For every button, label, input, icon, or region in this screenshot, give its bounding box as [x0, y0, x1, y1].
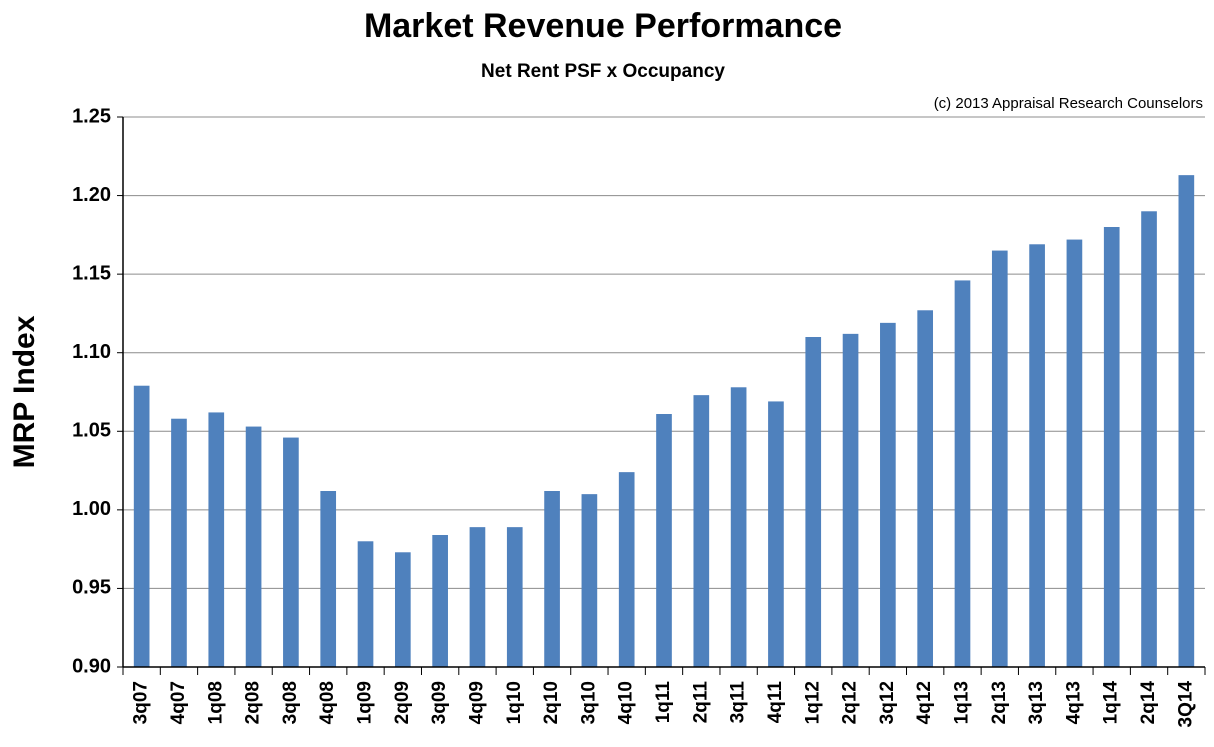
x-tick-label: 2q14: [1138, 681, 1159, 725]
x-tick-label: 2q08: [243, 681, 264, 724]
bar: [208, 412, 225, 667]
x-tick-label: 1q08: [205, 681, 226, 724]
y-tick-label: 0.95: [72, 577, 111, 599]
bar: [768, 401, 784, 667]
bar: [656, 414, 672, 667]
y-tick-label: 0.90: [72, 655, 111, 677]
y-tick-label: 1.20: [72, 184, 111, 206]
bar: [544, 491, 560, 667]
y-tick-label: 1.00: [72, 498, 111, 520]
x-tick-label: 4q10: [616, 681, 637, 724]
x-tick-label: 1q11: [653, 681, 674, 724]
x-tick-label: 4q07: [168, 681, 189, 724]
x-tick-label: 2q11: [690, 681, 711, 724]
bar: [1103, 227, 1120, 667]
bar: [991, 250, 1008, 668]
x-tick-label: 3q12: [877, 681, 898, 724]
bar: [357, 541, 374, 667]
bar: [506, 527, 523, 667]
bar: [245, 426, 262, 667]
x-tick-label: 4q13: [1063, 681, 1084, 724]
x-tick-label: 2q13: [989, 681, 1010, 724]
y-axis-label: MRP Index: [8, 315, 41, 468]
x-tick-label: 1q10: [504, 681, 525, 724]
x-tick-label: 1q09: [355, 681, 376, 724]
bar: [469, 527, 486, 667]
x-tick-label: 3Q14: [1175, 681, 1196, 728]
x-tick-label: 3q08: [280, 681, 301, 724]
chart-subtitle: Net Rent PSF x Occupancy: [481, 61, 725, 82]
x-tick-label: 4q09: [466, 681, 487, 724]
x-tick-label: 2q10: [541, 681, 562, 724]
bar: [581, 494, 598, 667]
y-tick-label: 1.10: [72, 341, 111, 363]
x-tick-label: 2q09: [392, 681, 413, 724]
bar: [1029, 244, 1045, 668]
bar: [805, 337, 822, 667]
y-tick-label: 1.15: [72, 262, 111, 284]
annotation: (c) 2013 Appraisal Research Counselors: [934, 95, 1203, 112]
x-tick-label: 4q11: [765, 681, 786, 724]
bar: [1066, 239, 1083, 668]
bar: [1178, 175, 1195, 667]
chart-title: Market Revenue Performance: [364, 7, 842, 45]
x-tick-label: 3q10: [578, 681, 599, 724]
bar: [880, 322, 896, 667]
y-tick-label: 1.25: [72, 105, 111, 127]
bar: [320, 491, 337, 667]
bar: [133, 385, 150, 667]
bar: [432, 535, 448, 667]
x-tick-label: 4q12: [914, 681, 935, 724]
x-tick-label: 3q09: [429, 681, 450, 724]
y-tick-label: 1.05: [72, 420, 111, 442]
x-tick-label: 3q11: [728, 681, 749, 724]
x-tick-label: 1q14: [1101, 681, 1122, 725]
bar: [1141, 211, 1157, 668]
x-tick-label: 1q13: [951, 681, 972, 724]
bar: [842, 333, 859, 667]
bar: [171, 418, 187, 667]
x-tick-label: 3q07: [131, 681, 152, 724]
bar: [618, 472, 635, 667]
x-tick-label: 1q12: [802, 681, 823, 724]
bar: [954, 280, 971, 667]
x-tick-label: 3q13: [1026, 681, 1047, 724]
x-tick-label: 4q08: [317, 681, 338, 724]
bar: [394, 552, 411, 667]
bar: [693, 395, 710, 667]
bar: [917, 310, 934, 667]
x-tick-label: 2q12: [840, 681, 861, 724]
bar: [283, 437, 299, 667]
bar: [730, 387, 747, 667]
